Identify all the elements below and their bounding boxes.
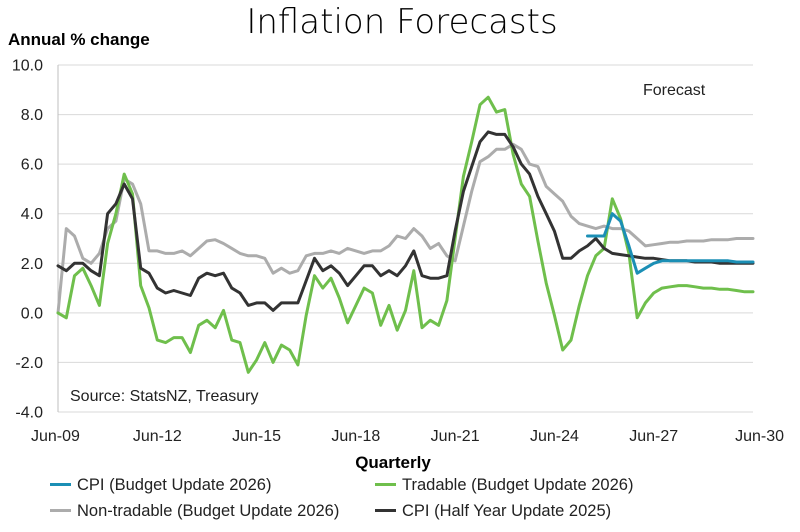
legend-label: Non-tradable (Budget Update 2026) [77, 502, 339, 520]
y-tick-label: 8.0 [21, 107, 43, 124]
series-line [56, 95, 755, 374]
x-tick-label: Jun-18 [331, 428, 380, 445]
x-tick-label: Jun-09 [31, 428, 80, 445]
y-tick-labels: 10.0 8.0 6.0 4.0 2.0 0.0 -2.0 -4.0 [12, 58, 43, 422]
x-tick-label: Jun-30 [735, 428, 784, 445]
x-tick-label: Jun-27 [629, 428, 678, 445]
series-line [586, 212, 755, 275]
chart-title: Inflation Forecasts [246, 2, 557, 42]
y-tick-label: 2.0 [21, 256, 43, 273]
x-tick-labels: Jun-09 Jun-12 Jun-15 Jun-18 Jun-21 Jun-24 Jun-… [31, 428, 784, 445]
source-note: Source: StatsNZ, Treasury [70, 388, 259, 405]
x-tick-label: Jun-12 [133, 428, 182, 445]
y-tick-label: 0.0 [21, 305, 43, 322]
y-axis-title: Annual % change [8, 30, 150, 49]
forecast-label: Forecast [643, 82, 706, 99]
x-tick-label: Jun-24 [530, 428, 579, 445]
x-tick-label: Jun-21 [431, 428, 480, 445]
series-line [56, 130, 755, 312]
legend-label: CPI (Budget Update 2026) [77, 476, 271, 494]
y-tick-label: -2.0 [15, 355, 43, 372]
y-tick-label: 4.0 [21, 206, 43, 223]
y-tick-label: 6.0 [21, 157, 43, 174]
legend-label: CPI (Half Year Update 2025) [402, 502, 611, 520]
y-tick-label: -4.0 [15, 405, 43, 422]
series-lines [56, 95, 755, 374]
y-tick-label: 10.0 [12, 58, 43, 75]
series-line [56, 142, 755, 315]
x-tick-label: Jun-15 [232, 428, 281, 445]
legend-label: Tradable (Budget Update 2026) [402, 476, 633, 494]
legend: CPI (Budget Update 2026) Tradable (Budget… [50, 476, 633, 520]
x-axis-title: Quarterly [355, 453, 431, 472]
